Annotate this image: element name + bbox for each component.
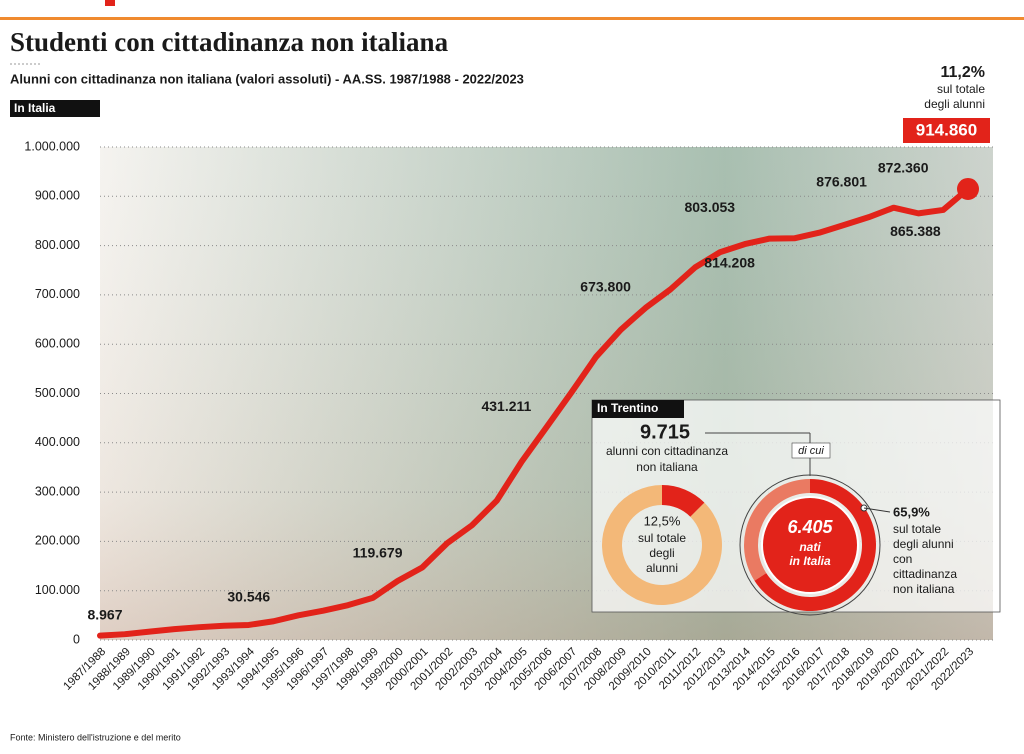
donut-text: alunni — [646, 561, 678, 575]
value-label-box — [903, 118, 990, 143]
chart-subtitle: Alunni con cittadinanza non italiana (va… — [10, 71, 524, 86]
region-label: In Italia — [14, 101, 56, 115]
donut-text: degli — [649, 546, 674, 560]
inset-title: In Trentino — [597, 401, 658, 415]
inset-tag — [592, 400, 684, 418]
logo-fragment — [105, 0, 115, 6]
y-tick-label: 800.000 — [35, 238, 80, 252]
source: Fonte: Ministero dell'istruzione e del m… — [10, 732, 181, 742]
value-label: 914.860 — [916, 120, 977, 139]
born-text: in Italia — [789, 554, 831, 568]
value-label: 803.053 — [684, 199, 735, 215]
born-share-text: sul totale — [893, 522, 941, 536]
inset-total-text: non italiana — [636, 460, 698, 474]
y-tick-label: 0 — [73, 632, 80, 646]
y-tick-label: 200.000 — [35, 534, 80, 548]
y-tick-label: 500.000 — [35, 386, 80, 400]
donut-text: sul totale — [638, 531, 686, 545]
share-text: sul totale — [937, 82, 985, 96]
data-line — [97, 185, 971, 639]
value-label: 30.546 — [227, 589, 270, 605]
region-tag — [10, 100, 100, 117]
pointer — [863, 507, 891, 513]
born-share-text: cittadinanza — [893, 567, 957, 581]
end-dot — [957, 177, 979, 200]
chart-title: Studenti con cittadinanza non italiana — [10, 27, 449, 57]
value-label: 119.679 — [353, 545, 403, 561]
connector-text: di cui — [798, 445, 824, 457]
donut-core — [761, 496, 859, 594]
share-value: 11,2% — [941, 64, 985, 81]
born-share-text: con — [893, 552, 912, 566]
value-label: 814.208 — [704, 254, 755, 270]
value-label: 673.800 — [580, 279, 631, 295]
donut-label: 12,5% — [644, 513, 681, 528]
donut-share — [662, 485, 705, 517]
share-text: degli alunni — [924, 97, 985, 111]
inset-total: 9.715 — [640, 421, 690, 443]
top-rule — [0, 17, 1024, 20]
value-label: 8.967 — [87, 606, 122, 622]
born-share-text: degli alunni — [893, 537, 954, 551]
y-tick-label: 400.000 — [35, 435, 80, 449]
y-tick-label: 700.000 — [35, 287, 80, 301]
y-tick-label: 600.000 — [35, 336, 80, 350]
value-label: 865.388 — [890, 223, 941, 239]
connector-tag — [791, 442, 831, 459]
y-tick-label: 1.000.000 — [24, 139, 80, 153]
y-tick-label: 900.000 — [35, 189, 80, 203]
y-tick-label: 300.000 — [35, 484, 80, 498]
born-text: nati — [799, 540, 821, 554]
inset-total-text: alunni con cittadinanza — [606, 444, 728, 458]
y-tick-label: 100.000 — [35, 583, 80, 597]
value-label: 872.360 — [878, 160, 929, 176]
value-label: 431.211 — [481, 398, 531, 414]
donut-outline — [739, 474, 881, 616]
value-label: 876.801 — [816, 173, 867, 189]
born-value: 6.405 — [787, 517, 833, 537]
born-share-text: non italiana — [893, 582, 955, 596]
born-share-label: 65,9% — [893, 504, 930, 519]
donut-rest — [744, 479, 810, 581]
